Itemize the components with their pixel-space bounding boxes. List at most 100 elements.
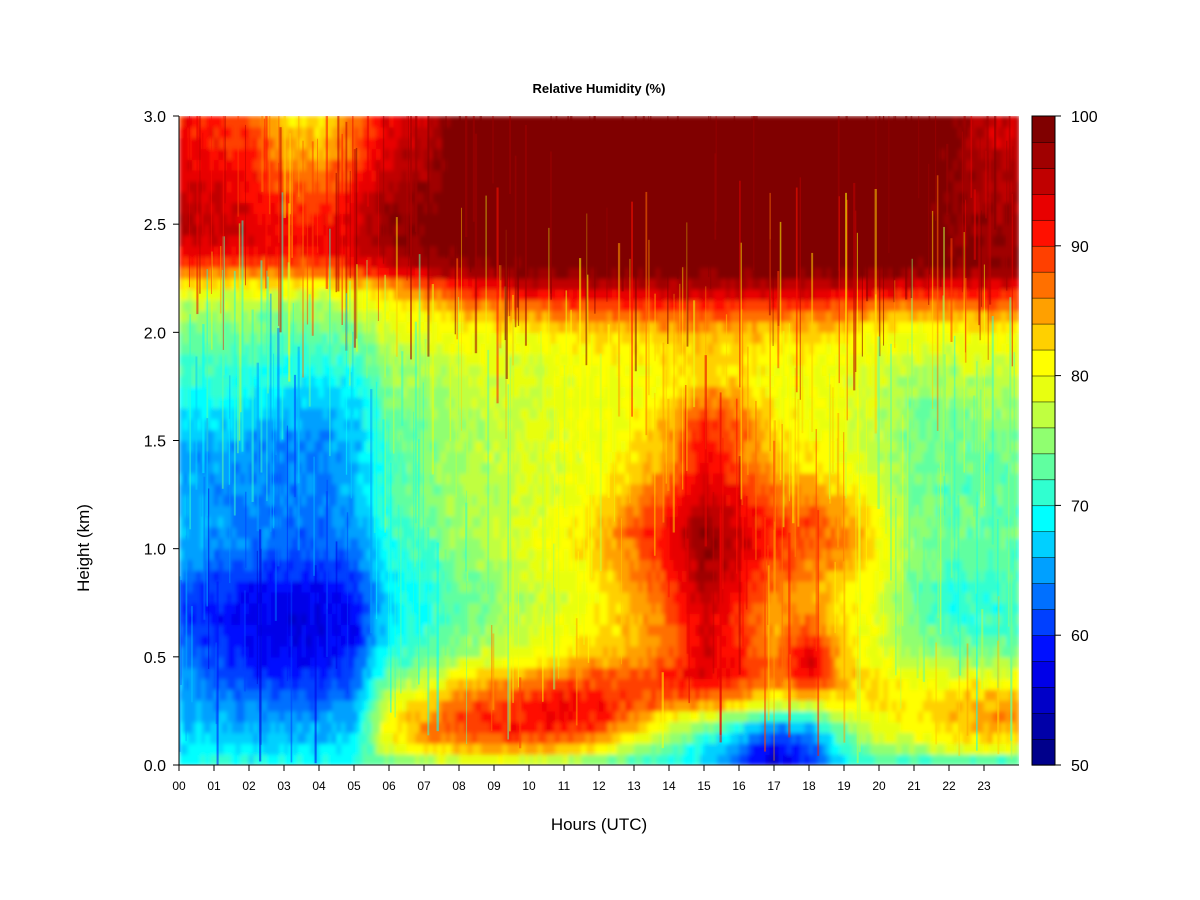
heatmap-cell bbox=[463, 343, 469, 355]
heatmap-cell bbox=[402, 170, 408, 182]
heatmap-cell bbox=[345, 299, 351, 312]
heatmap-cell bbox=[305, 527, 311, 539]
heatmap-cell bbox=[270, 148, 276, 160]
heatmap-cell bbox=[367, 624, 373, 636]
heatmap-cell bbox=[485, 213, 491, 225]
heatmap-cell bbox=[297, 245, 303, 258]
heatmap-cell bbox=[179, 689, 184, 701]
heatmap-cell bbox=[437, 656, 443, 669]
heatmap-cell bbox=[200, 700, 206, 712]
heatmap-cell bbox=[310, 548, 316, 561]
heatmap-cell bbox=[314, 472, 320, 485]
heatmap-cell bbox=[367, 234, 373, 247]
heatmap-cell bbox=[428, 267, 434, 279]
heatmap-cell bbox=[397, 159, 403, 171]
heatmap-cell bbox=[249, 332, 254, 344]
heatmap-cell bbox=[319, 548, 324, 561]
heatmap-cell bbox=[200, 591, 206, 604]
heatmap-cell bbox=[511, 527, 517, 539]
heatmap-cell bbox=[279, 656, 285, 669]
heatmap-cell bbox=[340, 353, 346, 366]
heatmap-cell bbox=[244, 581, 250, 593]
heatmap-cell bbox=[305, 591, 311, 604]
heatmap-cell bbox=[402, 245, 408, 258]
heatmap-cell bbox=[362, 721, 368, 734]
heatmap-cell bbox=[529, 137, 534, 150]
heatmap-cell bbox=[445, 353, 451, 366]
heatmap-cell bbox=[214, 743, 219, 755]
heatmap-cell bbox=[537, 397, 543, 409]
heatmap-cell bbox=[467, 667, 473, 680]
heatmap-cell bbox=[432, 656, 438, 669]
heatmap-cell bbox=[524, 710, 530, 723]
heatmap-cell bbox=[235, 602, 241, 615]
heatmap-cell bbox=[253, 429, 259, 442]
heatmap-cell bbox=[428, 299, 434, 312]
heatmap-cell bbox=[406, 613, 412, 625]
heatmap-cell bbox=[222, 494, 228, 506]
heatmap-cell bbox=[310, 375, 316, 388]
heatmap-cell bbox=[218, 429, 224, 442]
heatmap-cell bbox=[502, 462, 508, 474]
heatmap-cell bbox=[402, 429, 408, 442]
heatmap-cell bbox=[231, 234, 237, 247]
heatmap-cell bbox=[314, 397, 320, 409]
heatmap-cell bbox=[515, 321, 521, 333]
heatmap-cell bbox=[371, 180, 377, 193]
heatmap-cell bbox=[214, 245, 219, 258]
heatmap-cell bbox=[529, 224, 534, 236]
heatmap-cell bbox=[354, 451, 359, 463]
heatmap-cell bbox=[284, 570, 289, 582]
heatmap-cell bbox=[524, 678, 530, 690]
heatmap-cell bbox=[428, 137, 434, 150]
heatmap-cell bbox=[410, 234, 416, 247]
heatmap-cell bbox=[270, 202, 276, 214]
heatmap-cell bbox=[524, 180, 530, 193]
heatmap-cell bbox=[384, 180, 390, 193]
heatmap-cell bbox=[305, 310, 311, 323]
heatmap-cell bbox=[402, 180, 408, 193]
heatmap-cell bbox=[415, 289, 421, 301]
heatmap-cell bbox=[432, 635, 438, 647]
heatmap-cell bbox=[205, 710, 211, 723]
heatmap-cell bbox=[336, 289, 342, 301]
heatmap-cell bbox=[384, 245, 390, 258]
heatmap-cell bbox=[200, 656, 206, 669]
heatmap-cell bbox=[463, 624, 469, 636]
heatmap-cell bbox=[275, 700, 281, 712]
heatmap-cell bbox=[196, 602, 202, 615]
heatmap-cell bbox=[183, 170, 189, 182]
heatmap-cell bbox=[222, 710, 228, 723]
heatmap-cell bbox=[520, 591, 526, 604]
heatmap-cell bbox=[310, 386, 316, 398]
heatmap-cell bbox=[498, 678, 504, 690]
heatmap-cell bbox=[393, 364, 399, 377]
heatmap-cell bbox=[209, 170, 215, 182]
heatmap-cell bbox=[419, 397, 425, 409]
heatmap-cell bbox=[415, 278, 421, 290]
heatmap-cell bbox=[441, 754, 447, 765]
heatmap-cell bbox=[362, 397, 368, 409]
heatmap-cell bbox=[231, 202, 237, 214]
heatmap-cell bbox=[345, 483, 351, 496]
heatmap-cell bbox=[520, 224, 526, 236]
heatmap-cell bbox=[494, 656, 499, 669]
heatmap-cell bbox=[314, 353, 320, 366]
heatmap-cell bbox=[240, 191, 246, 204]
heatmap-cell bbox=[485, 721, 491, 734]
heatmap-cell bbox=[450, 440, 456, 452]
heatmap-cell bbox=[179, 418, 184, 431]
heatmap-cell bbox=[428, 180, 434, 193]
heatmap-cell bbox=[253, 310, 259, 323]
heatmap-cell bbox=[244, 710, 250, 723]
heatmap-cell bbox=[367, 732, 373, 744]
heatmap-cell bbox=[437, 721, 443, 734]
heatmap-cell bbox=[485, 700, 491, 712]
heatmap-cell bbox=[415, 505, 421, 517]
heatmap-cell bbox=[537, 116, 543, 128]
heatmap-cell bbox=[262, 710, 268, 723]
heatmap-cell bbox=[415, 516, 421, 528]
heatmap-cell bbox=[305, 332, 311, 344]
heatmap-cell bbox=[507, 440, 513, 452]
heatmap-cell bbox=[183, 472, 189, 485]
